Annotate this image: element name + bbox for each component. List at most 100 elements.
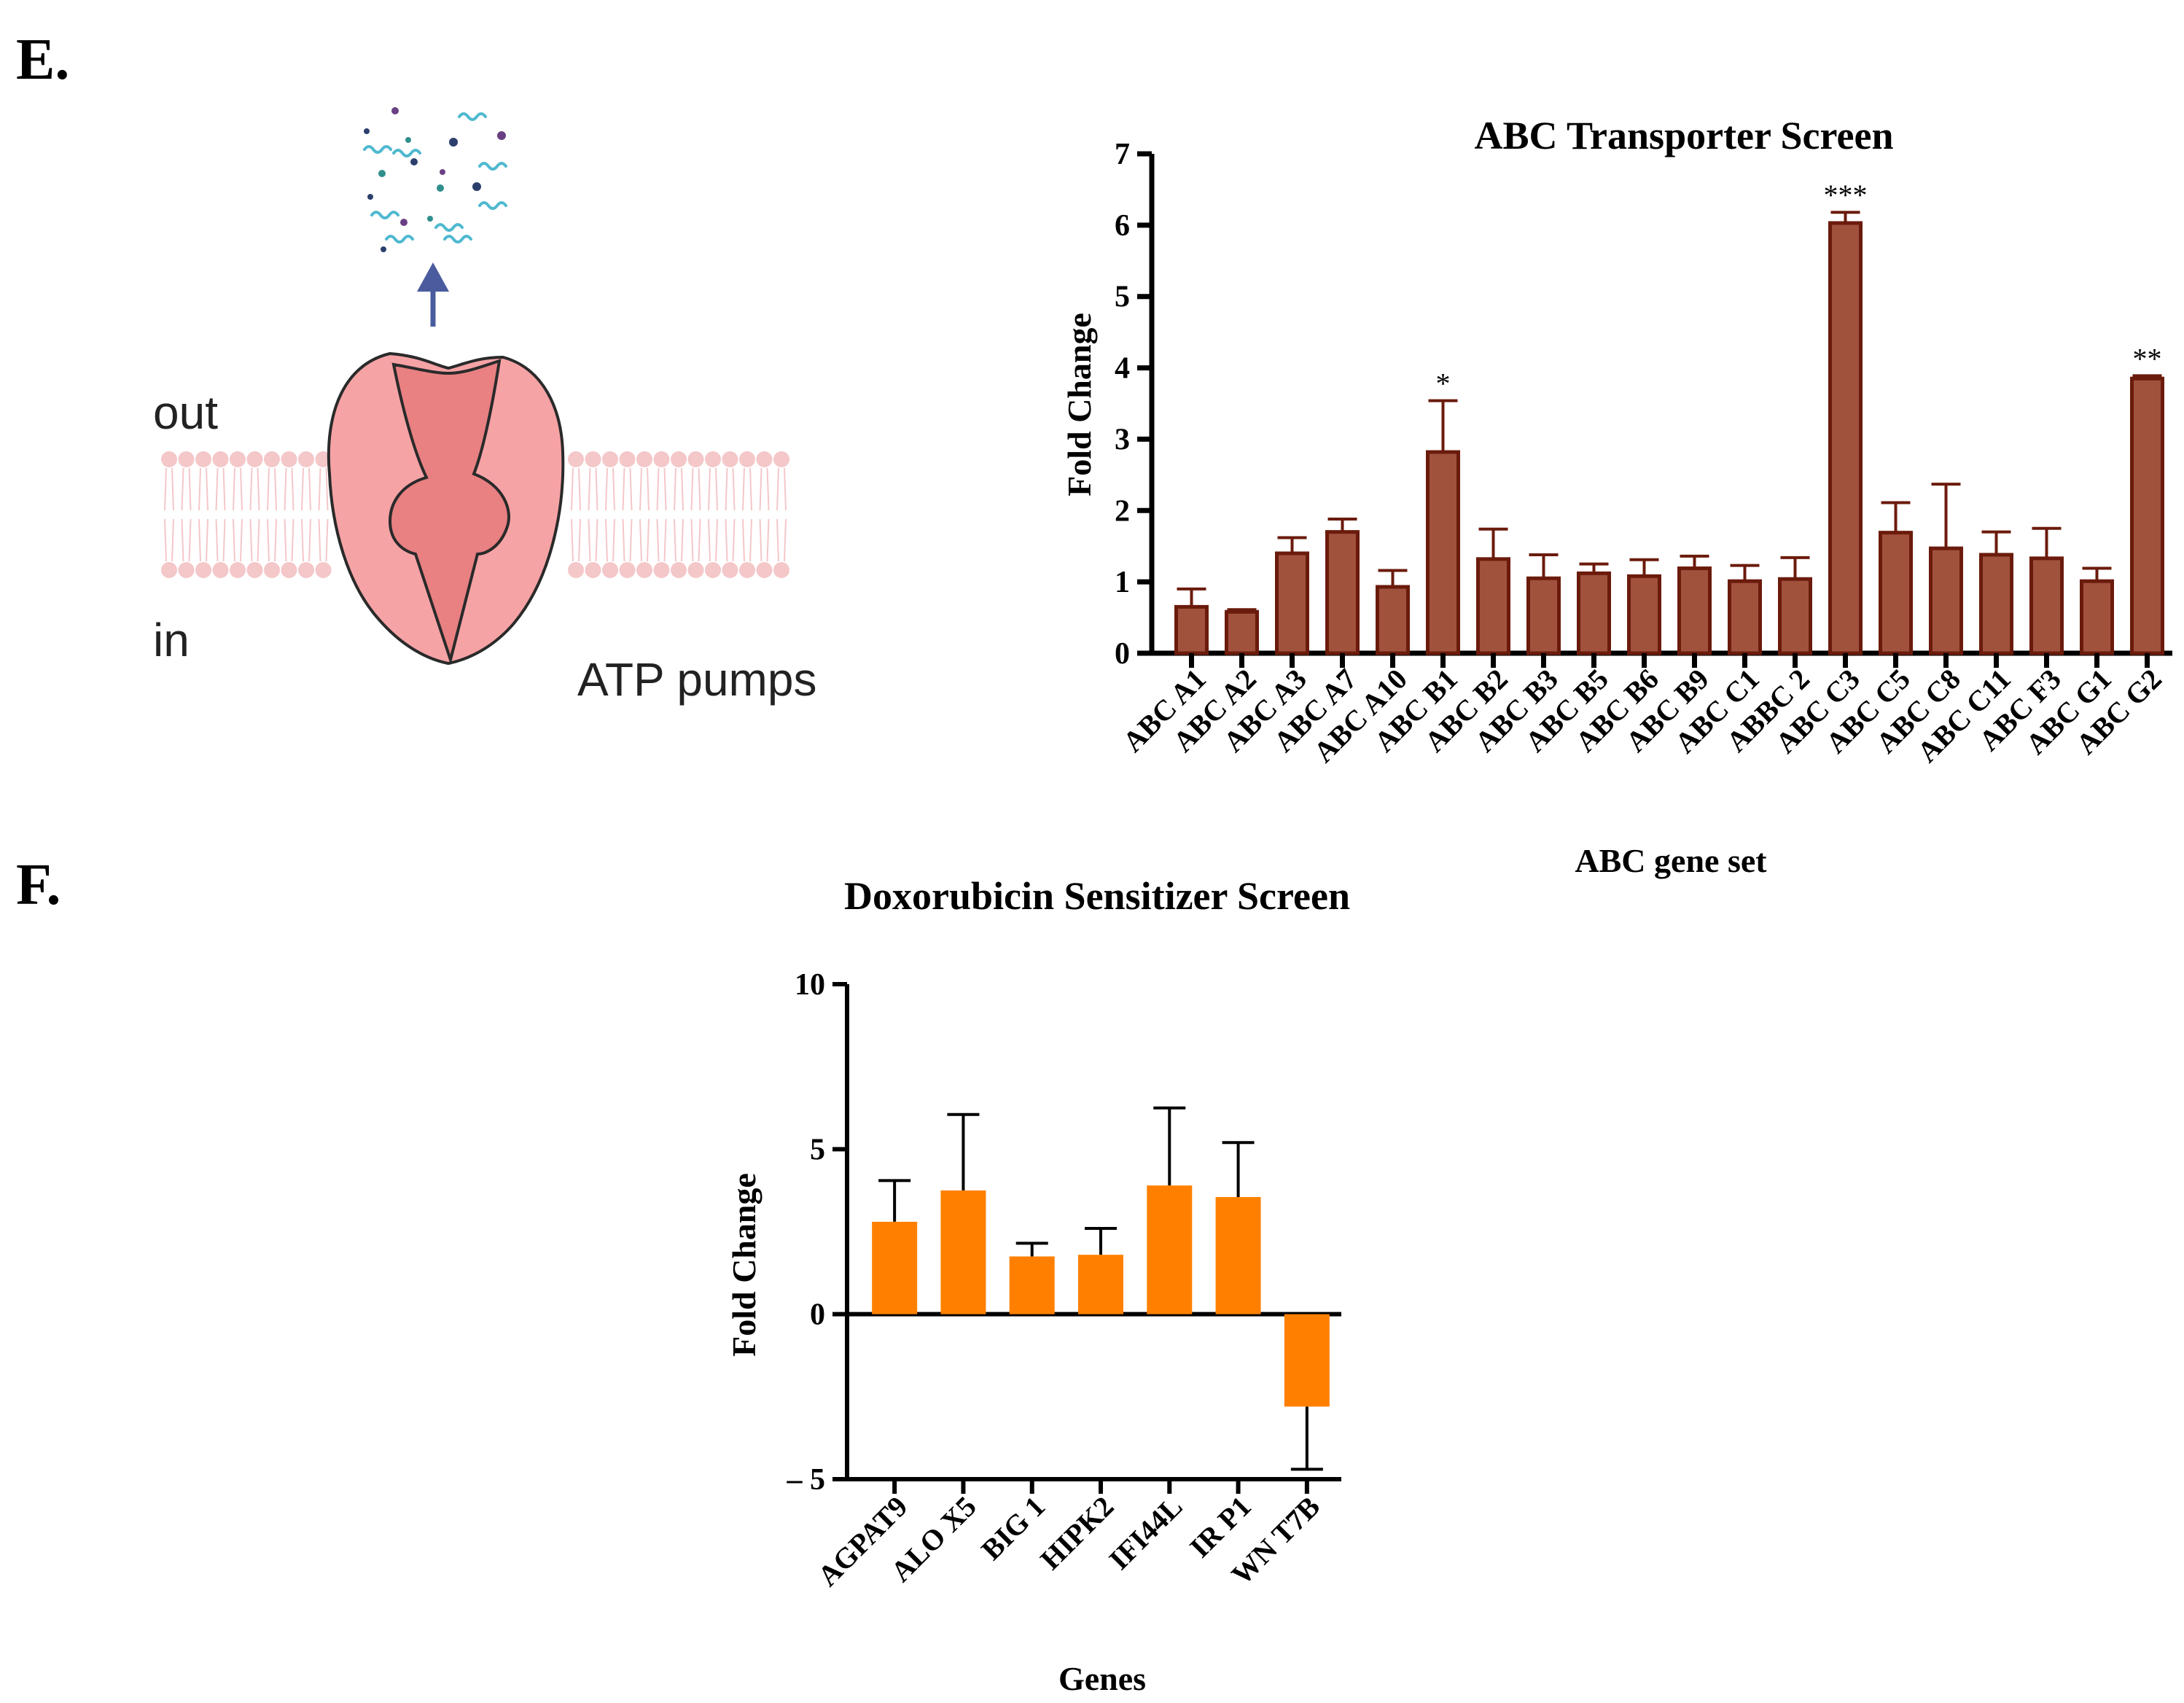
lipid-tail [656,467,667,562]
molecule-strand [392,149,421,157]
lipid-head [722,451,738,467]
molecule-dot [378,170,386,177]
bar [1929,546,1963,655]
significance-label: * [1436,367,1451,400]
abc-transporter-chart: ABC Transporter Screen ABC gene set Fold… [1061,114,2172,879]
lipid-tail [198,467,208,562]
lipid-tail [284,467,295,562]
lipid-tail [605,467,615,562]
lipid-head [178,562,195,578]
y-tick-label: 5 [810,1133,825,1166]
lipid-tail [318,467,329,562]
y-tick-label: 10 [795,968,825,1002]
bar [872,1221,918,1314]
bar [1426,450,1460,655]
lipid-head [195,451,211,467]
lipid-head [568,562,584,578]
bar [1526,576,1561,655]
lipid-tail [249,467,260,562]
bar [1627,574,1661,655]
molecule-dot [410,158,418,165]
panel-label-f: F. [16,853,61,917]
lipid-tail [164,467,174,562]
bar [1828,221,1863,655]
lipid-head [298,562,314,578]
bar [1325,530,1360,655]
lipid-head [264,562,280,578]
bar [1728,579,1762,655]
molecule-dot [427,216,433,222]
lipid-head [739,451,755,467]
bar [1778,577,1812,655]
bar [2080,579,2114,655]
lipid-tail [267,467,277,562]
lipid-tail [776,467,787,562]
lipid-head [585,451,601,467]
molecule-strand [370,211,399,219]
lipid-head [619,562,636,578]
lipid-head [687,451,704,467]
lipid-head [602,562,618,578]
bar [1376,585,1410,655]
lipid-tail [588,467,598,562]
molecule-strand [434,223,464,232]
molecule-dot [472,182,481,191]
molecule-dot [364,128,370,134]
lipid-head [773,562,789,578]
lipid-head [161,562,177,578]
lipid-tail [725,467,736,562]
lipid-head [636,562,652,578]
chart-e-xlabel: ABC gene set [1575,842,1767,879]
molecule-strand [363,145,392,154]
molecule-strand [458,112,487,121]
y-tick-label: 7 [1115,138,1130,171]
bar [1275,551,1309,655]
lipid-head [281,562,297,578]
lipid-head [602,451,618,467]
pump-channel [388,359,510,666]
molecule-strand [443,235,472,243]
label-out: out [153,386,218,439]
lipid-head [756,562,773,578]
y-tick-label: 6 [1115,209,1130,243]
x-tick-label: HIPK2 [1034,1490,1120,1576]
lipid-tail [301,467,311,562]
y-tick-label: 1 [1115,566,1130,599]
bar [2029,556,2064,655]
lipid-head [636,451,652,467]
molecule-strand [478,162,507,171]
lipid-head [705,562,721,578]
lipid-head [568,451,584,467]
bar [940,1190,986,1314]
lipid-head [619,451,636,467]
label-atp-pumps: ATP pumps [577,653,816,706]
molecule-dot [449,138,458,147]
bar [1284,1314,1330,1407]
lipid-head [705,451,721,467]
panel-label-e: E. [16,28,69,92]
lipid-head [246,562,263,578]
lipid-head [671,562,687,578]
y-tick-label: 2 [1115,494,1130,528]
lipid-tail [674,467,684,562]
molecule-dot [367,194,373,200]
y-tick-label: 4 [1115,352,1130,386]
lipid-head [653,451,670,467]
lipid-tail [181,467,192,562]
label-in: in [153,614,190,666]
lipid-head [756,451,773,467]
lipid-tail [622,467,633,562]
lipid-head [315,562,332,578]
lipid-head [687,562,704,578]
lipid-tail [742,467,752,562]
bar [1225,609,1259,655]
up-arrow-icon [417,262,449,327]
y-tick-label: 5 [1115,281,1130,314]
bar [1078,1255,1123,1314]
lipid-head [178,451,195,467]
lipid-head [230,562,246,578]
lipid-tail [759,467,770,562]
bar [2130,376,2164,655]
lipid-head [230,451,246,467]
